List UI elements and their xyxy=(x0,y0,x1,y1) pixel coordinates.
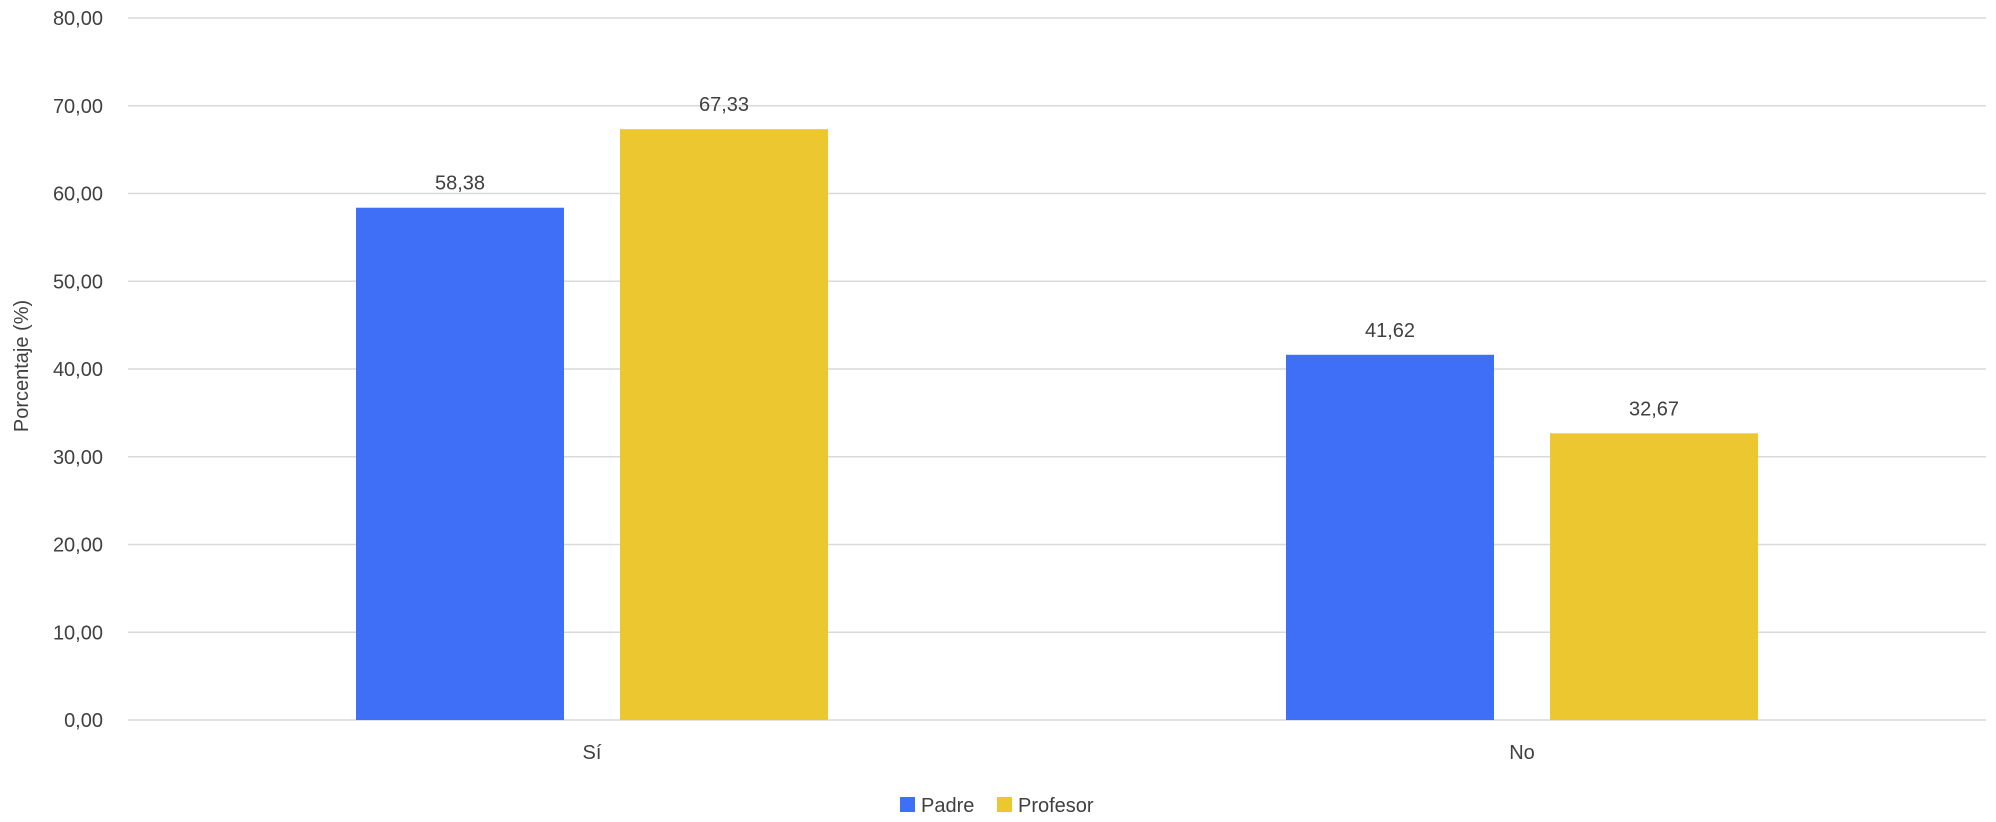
y-tick-label: 70,00 xyxy=(53,96,103,118)
data-label: 32,67 xyxy=(1629,398,1679,420)
legend-swatch-profesor xyxy=(997,797,1012,812)
data-label: 41,62 xyxy=(1365,320,1415,342)
legend-swatch-padre xyxy=(900,797,915,812)
data-label: 58,38 xyxy=(435,173,485,195)
bar-profesor-no xyxy=(1550,433,1758,720)
legend: Padre Profesor xyxy=(900,795,1094,817)
y-tick-label: 30,00 xyxy=(53,447,103,469)
data-label: 67,33 xyxy=(699,94,749,116)
bars xyxy=(356,129,1758,720)
y-tick-label: 80,00 xyxy=(53,8,103,30)
bar-padre-no xyxy=(1286,354,1494,720)
y-tick-label: 0,00 xyxy=(64,710,103,732)
y-tick-label: 50,00 xyxy=(53,271,103,293)
y-tick-label: 20,00 xyxy=(53,535,103,557)
x-tick-label: No xyxy=(1509,742,1535,764)
legend-label-padre: Padre xyxy=(921,795,974,817)
y-axis-title: Porcentaje (%) xyxy=(11,300,33,432)
bar-profesor-si xyxy=(620,129,828,720)
y-tick-label: 10,00 xyxy=(53,622,103,644)
y-axis-tick-labels: 0,00 10,00 20,00 30,00 40,00 50,00 60,00 70,00 8… xyxy=(53,8,103,732)
y-tick-label: 60,00 xyxy=(53,184,103,206)
data-labels: 58,38 67,33 41,62 32,67 xyxy=(435,94,1679,420)
x-axis-tick-labels: Sí No xyxy=(583,742,1535,764)
x-tick-label: Sí xyxy=(583,742,602,764)
bar-padre-si xyxy=(356,207,564,720)
y-tick-label: 40,00 xyxy=(53,359,103,381)
legend-label-profesor: Profesor xyxy=(1018,795,1094,817)
